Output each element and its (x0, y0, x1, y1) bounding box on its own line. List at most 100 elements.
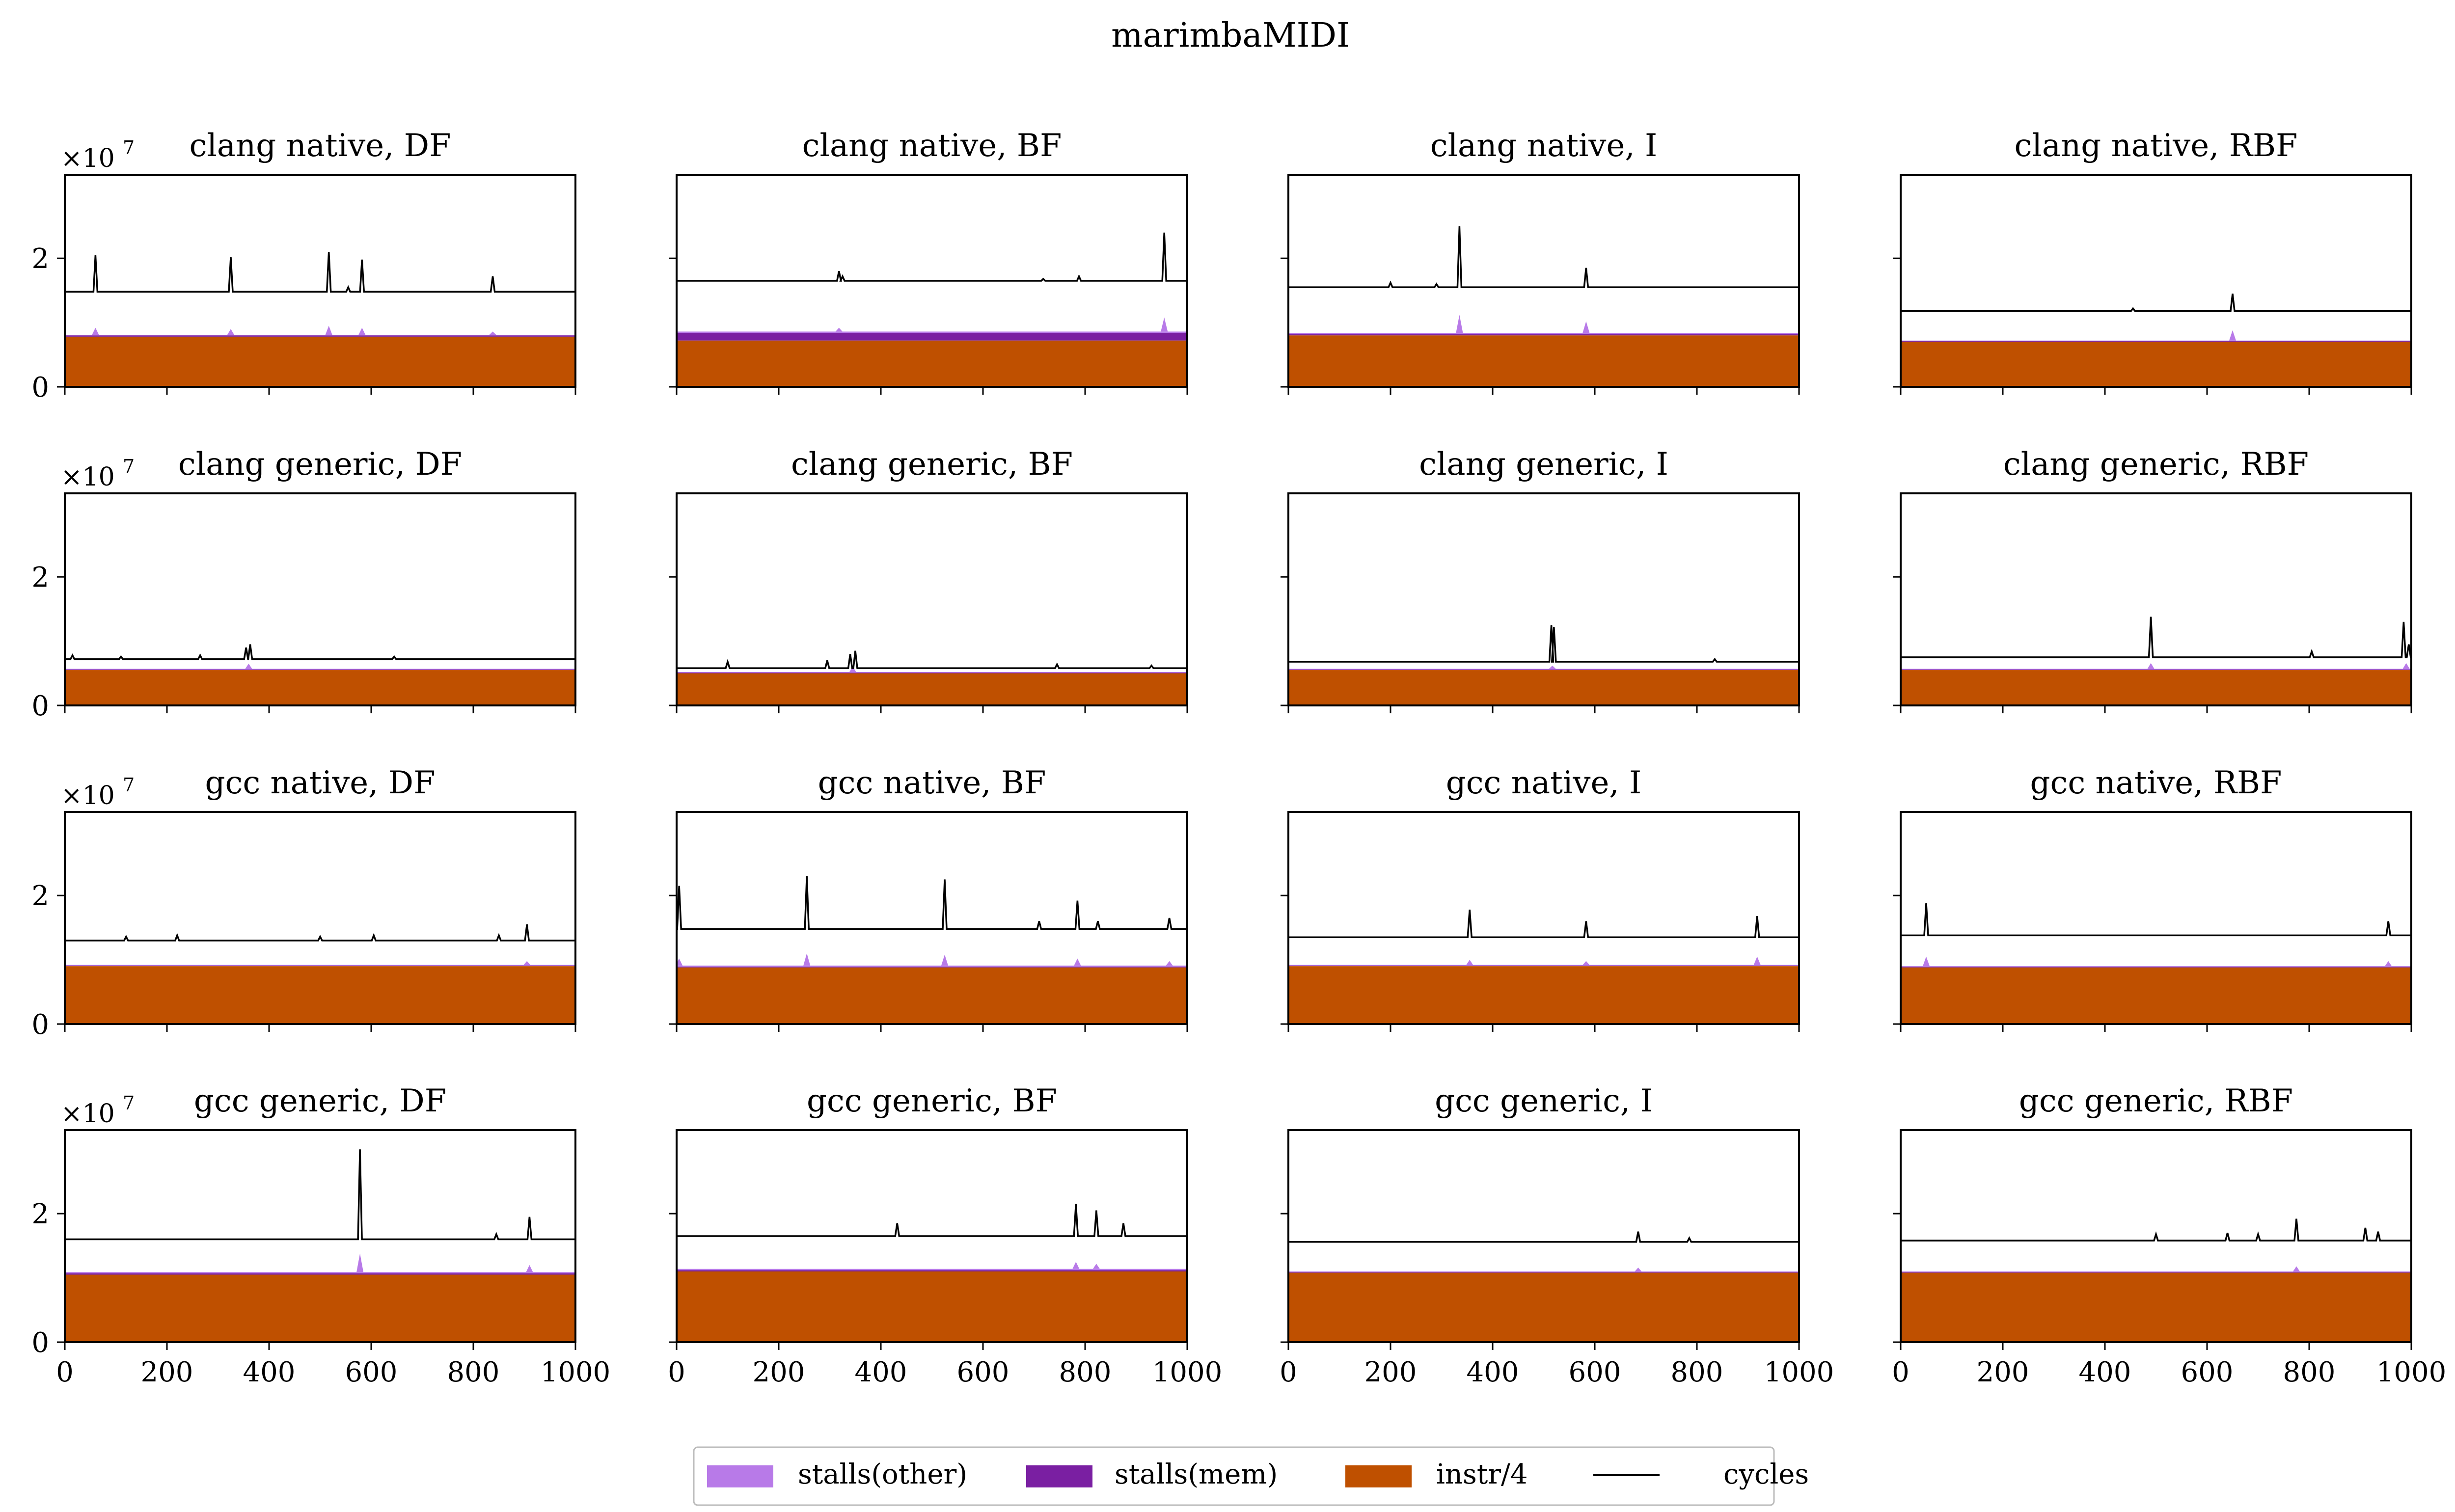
cycles-line (676, 876, 1187, 930)
x-tick-label: 400 (2079, 1356, 2131, 1388)
panel: gcc generic, DF 0 200 400 600 800 1000 0 2 ×10 7 (31, 1083, 610, 1388)
stalls-other-area (1901, 966, 2411, 967)
x-tick-label: 200 (1364, 1356, 1417, 1388)
x-tick-label: 600 (1569, 1356, 1621, 1388)
stalls-other-area (677, 1269, 1187, 1270)
stall-spike (356, 1253, 364, 1272)
panel-title: gcc native, BF (818, 765, 1046, 801)
legend-label-instr: instr/4 (1436, 1458, 1528, 1490)
panel-title: clang generic, RBF (2003, 446, 2309, 483)
x-tick-label: 800 (1059, 1356, 1112, 1388)
stall-spike (1582, 321, 1590, 333)
stall-spike (1456, 315, 1463, 333)
cycles-line (1288, 1231, 1799, 1243)
x-tick-label: 1000 (1764, 1356, 1834, 1388)
axes-frame (1287, 492, 1800, 706)
instr-area (1901, 670, 2411, 705)
legend-swatch-stalls-other (707, 1465, 773, 1487)
legend-item-instr: instr/4 (1345, 1458, 1528, 1490)
x-tick-label: 400 (1467, 1356, 1519, 1388)
x-tick-label: 800 (447, 1356, 500, 1388)
stall-spike (1161, 317, 1168, 332)
y-tick-label: 2 (31, 562, 49, 594)
stalls-mem-area (65, 1273, 575, 1275)
stalls-other-area (1288, 1271, 1799, 1272)
cycles-line (65, 1149, 575, 1241)
cycles-line (1901, 903, 2411, 937)
instr-area (1901, 967, 2411, 1024)
stalls-other-area (65, 1272, 575, 1273)
x-tick-label: 400 (243, 1356, 296, 1388)
stalls-mem-area (1901, 341, 2411, 342)
x-tick-label: 600 (2181, 1356, 2234, 1388)
panel-grid: clang native, DF 0 2 ×10 7 clang native, BF cl… (31, 128, 2446, 1388)
x-tick-label: 0 (668, 1356, 685, 1388)
panel-title: gcc generic, RBF (2019, 1083, 2293, 1119)
legend-swatch-instr (1345, 1465, 1412, 1487)
y-tick-label: 2 (31, 880, 49, 912)
cycles-line (65, 252, 575, 293)
panel: clang native, RBF (1893, 128, 2412, 395)
cycles-line (1288, 226, 1799, 288)
stall-spike (835, 327, 843, 332)
x-tick-label: 1000 (1152, 1356, 1223, 1388)
axes-frame (1287, 1129, 1800, 1343)
stall-spike (358, 327, 366, 335)
stalls-mem-area (677, 333, 1187, 341)
y-tick-label: 0 (31, 1009, 49, 1041)
stall-spike (803, 953, 811, 966)
axes-frame (676, 174, 1188, 388)
stall-spike (1753, 956, 1761, 965)
stall-spike (1582, 961, 1590, 965)
x-tick-label: 1000 (2376, 1356, 2447, 1388)
instr-area (1288, 670, 1799, 705)
stall-spike (227, 329, 234, 335)
y-offset-exponent: 7 (123, 137, 135, 159)
cycles-line (1901, 293, 2411, 312)
axes-frame (1900, 811, 2412, 1025)
legend-item-stalls-other: stalls(other) (707, 1458, 967, 1490)
cycles-line (1901, 617, 2412, 658)
x-tick-label: 800 (2283, 1356, 2336, 1388)
panel: clang native, I (1281, 128, 1800, 395)
stall-spike (526, 1265, 533, 1272)
panel: gcc native, BF (669, 765, 1188, 1032)
stalls-mem-area (65, 335, 575, 337)
x-tick-label: 0 (56, 1356, 74, 1388)
stall-spike (941, 954, 948, 966)
panel-title: clang native, I (1430, 128, 1658, 164)
instr-area (677, 673, 1187, 705)
stall-spike (1074, 958, 1081, 966)
x-tick-label: 400 (855, 1356, 907, 1388)
panel-title: gcc native, I (1446, 765, 1642, 801)
x-tick-label: 600 (957, 1356, 1009, 1388)
panel-title: gcc native, DF (205, 765, 436, 801)
y-tick-label: 0 (31, 690, 49, 722)
y-tick-label: 2 (31, 243, 49, 275)
panel: gcc generic, RBF 0 200 400 600 800 1000 (1892, 1083, 2446, 1388)
stall-spike (2402, 663, 2410, 669)
legend: stalls(other) stalls(mem) instr/4 cycles (693, 1446, 1809, 1506)
cycles-line (677, 232, 1187, 282)
stall-spike (245, 663, 252, 669)
x-tick-label: 0 (1892, 1356, 1909, 1388)
panel-title: clang native, BF (802, 128, 1062, 164)
x-tick-label: 200 (753, 1356, 805, 1388)
x-tick-label: 800 (1671, 1356, 1723, 1388)
cycles-line (1901, 1218, 2411, 1242)
instr-area (65, 670, 575, 705)
instr-area (677, 1271, 1187, 1342)
axes-frame (676, 811, 1188, 1025)
cycles-line (677, 1204, 1187, 1237)
figure-title: marimbaMIDI (1111, 16, 1350, 55)
instr-area (1901, 342, 2411, 387)
instr-area (1288, 1272, 1799, 1342)
axes-frame (1900, 1129, 2412, 1343)
cycles-line (677, 650, 1187, 669)
panel-title: clang generic, DF (178, 446, 462, 483)
instr-area (677, 340, 1187, 387)
legend-swatch-stalls-mem (1026, 1465, 1092, 1487)
stall-spike (523, 961, 531, 965)
stalls-mem-area (1288, 334, 1799, 336)
axes-frame (1287, 811, 1800, 1025)
